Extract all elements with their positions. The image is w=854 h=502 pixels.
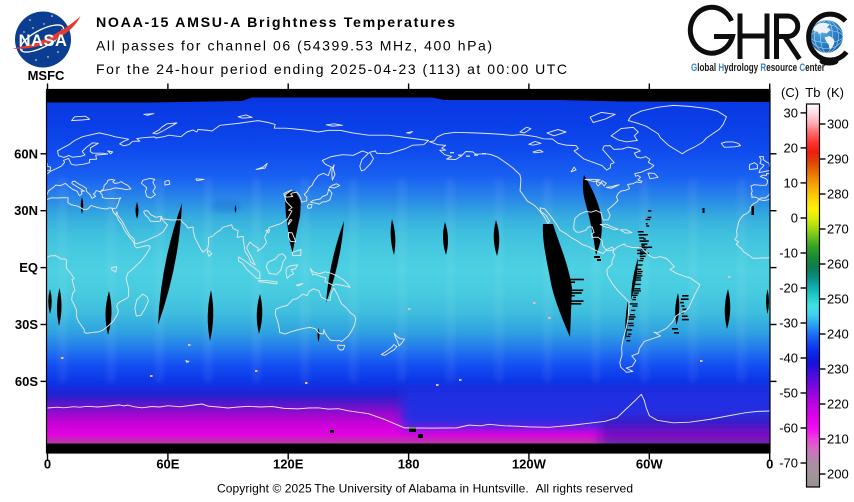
svg-text:MSFC: MSFC [28,68,65,83]
svg-text:60E: 60E [156,457,179,472]
svg-text:0: 0 [44,457,51,472]
svg-text:200: 200 [827,467,849,482]
svg-text:20: 20 [784,140,798,155]
svg-text:-60: -60 [779,421,798,436]
svg-text:-70: -70 [779,456,798,471]
svg-text:(C) Tb (K): (C) Tb (K) [781,85,844,100]
svg-text:240: 240 [827,327,849,342]
svg-text:220: 220 [827,397,849,412]
svg-text:30: 30 [784,105,798,120]
svg-text:60N: 60N [14,146,38,161]
svg-text:10: 10 [784,175,798,190]
svg-text:Copyright © 2025 The Universit: Copyright © 2025 The University of Alaba… [217,482,633,496]
svg-text:0: 0 [766,457,773,472]
svg-text:-30: -30 [779,316,798,331]
svg-text:-20: -20 [779,281,798,296]
svg-text:250: 250 [827,292,849,307]
svg-text:300: 300 [827,117,849,132]
svg-text:30S: 30S [15,317,38,332]
svg-text:210: 210 [827,432,849,447]
svg-text:-10: -10 [779,246,798,261]
svg-text:60S: 60S [15,374,38,389]
svg-text:180: 180 [398,457,420,472]
svg-text:Global Hydrology Resource Cent: Global Hydrology Resource Center [691,62,825,75]
svg-text:For the 24-hour period ending: For the 24-hour period ending 2025-04-23… [96,61,567,77]
svg-text:0: 0 [791,211,798,226]
svg-text:270: 270 [827,222,849,237]
svg-text:-40: -40 [779,351,798,366]
svg-text:290: 290 [827,152,849,167]
svg-text:120E: 120E [273,457,304,472]
svg-text:260: 260 [827,257,849,272]
svg-text:280: 280 [827,187,849,202]
svg-text:30N: 30N [14,203,38,218]
svg-text:60W: 60W [636,457,663,472]
svg-text:-50: -50 [779,386,798,401]
svg-text:NASA: NASA [19,32,68,50]
svg-text:EQ: EQ [19,260,38,275]
svg-text:All passes for channel 06 (543: All passes for channel 06 (54399.53 MHz,… [96,38,492,54]
svg-text:NOAA-15 AMSU-A Brightness Temp: NOAA-15 AMSU-A Brightness Temperatures [96,15,455,31]
svg-text:230: 230 [827,362,849,377]
svg-text:120W: 120W [512,457,547,472]
